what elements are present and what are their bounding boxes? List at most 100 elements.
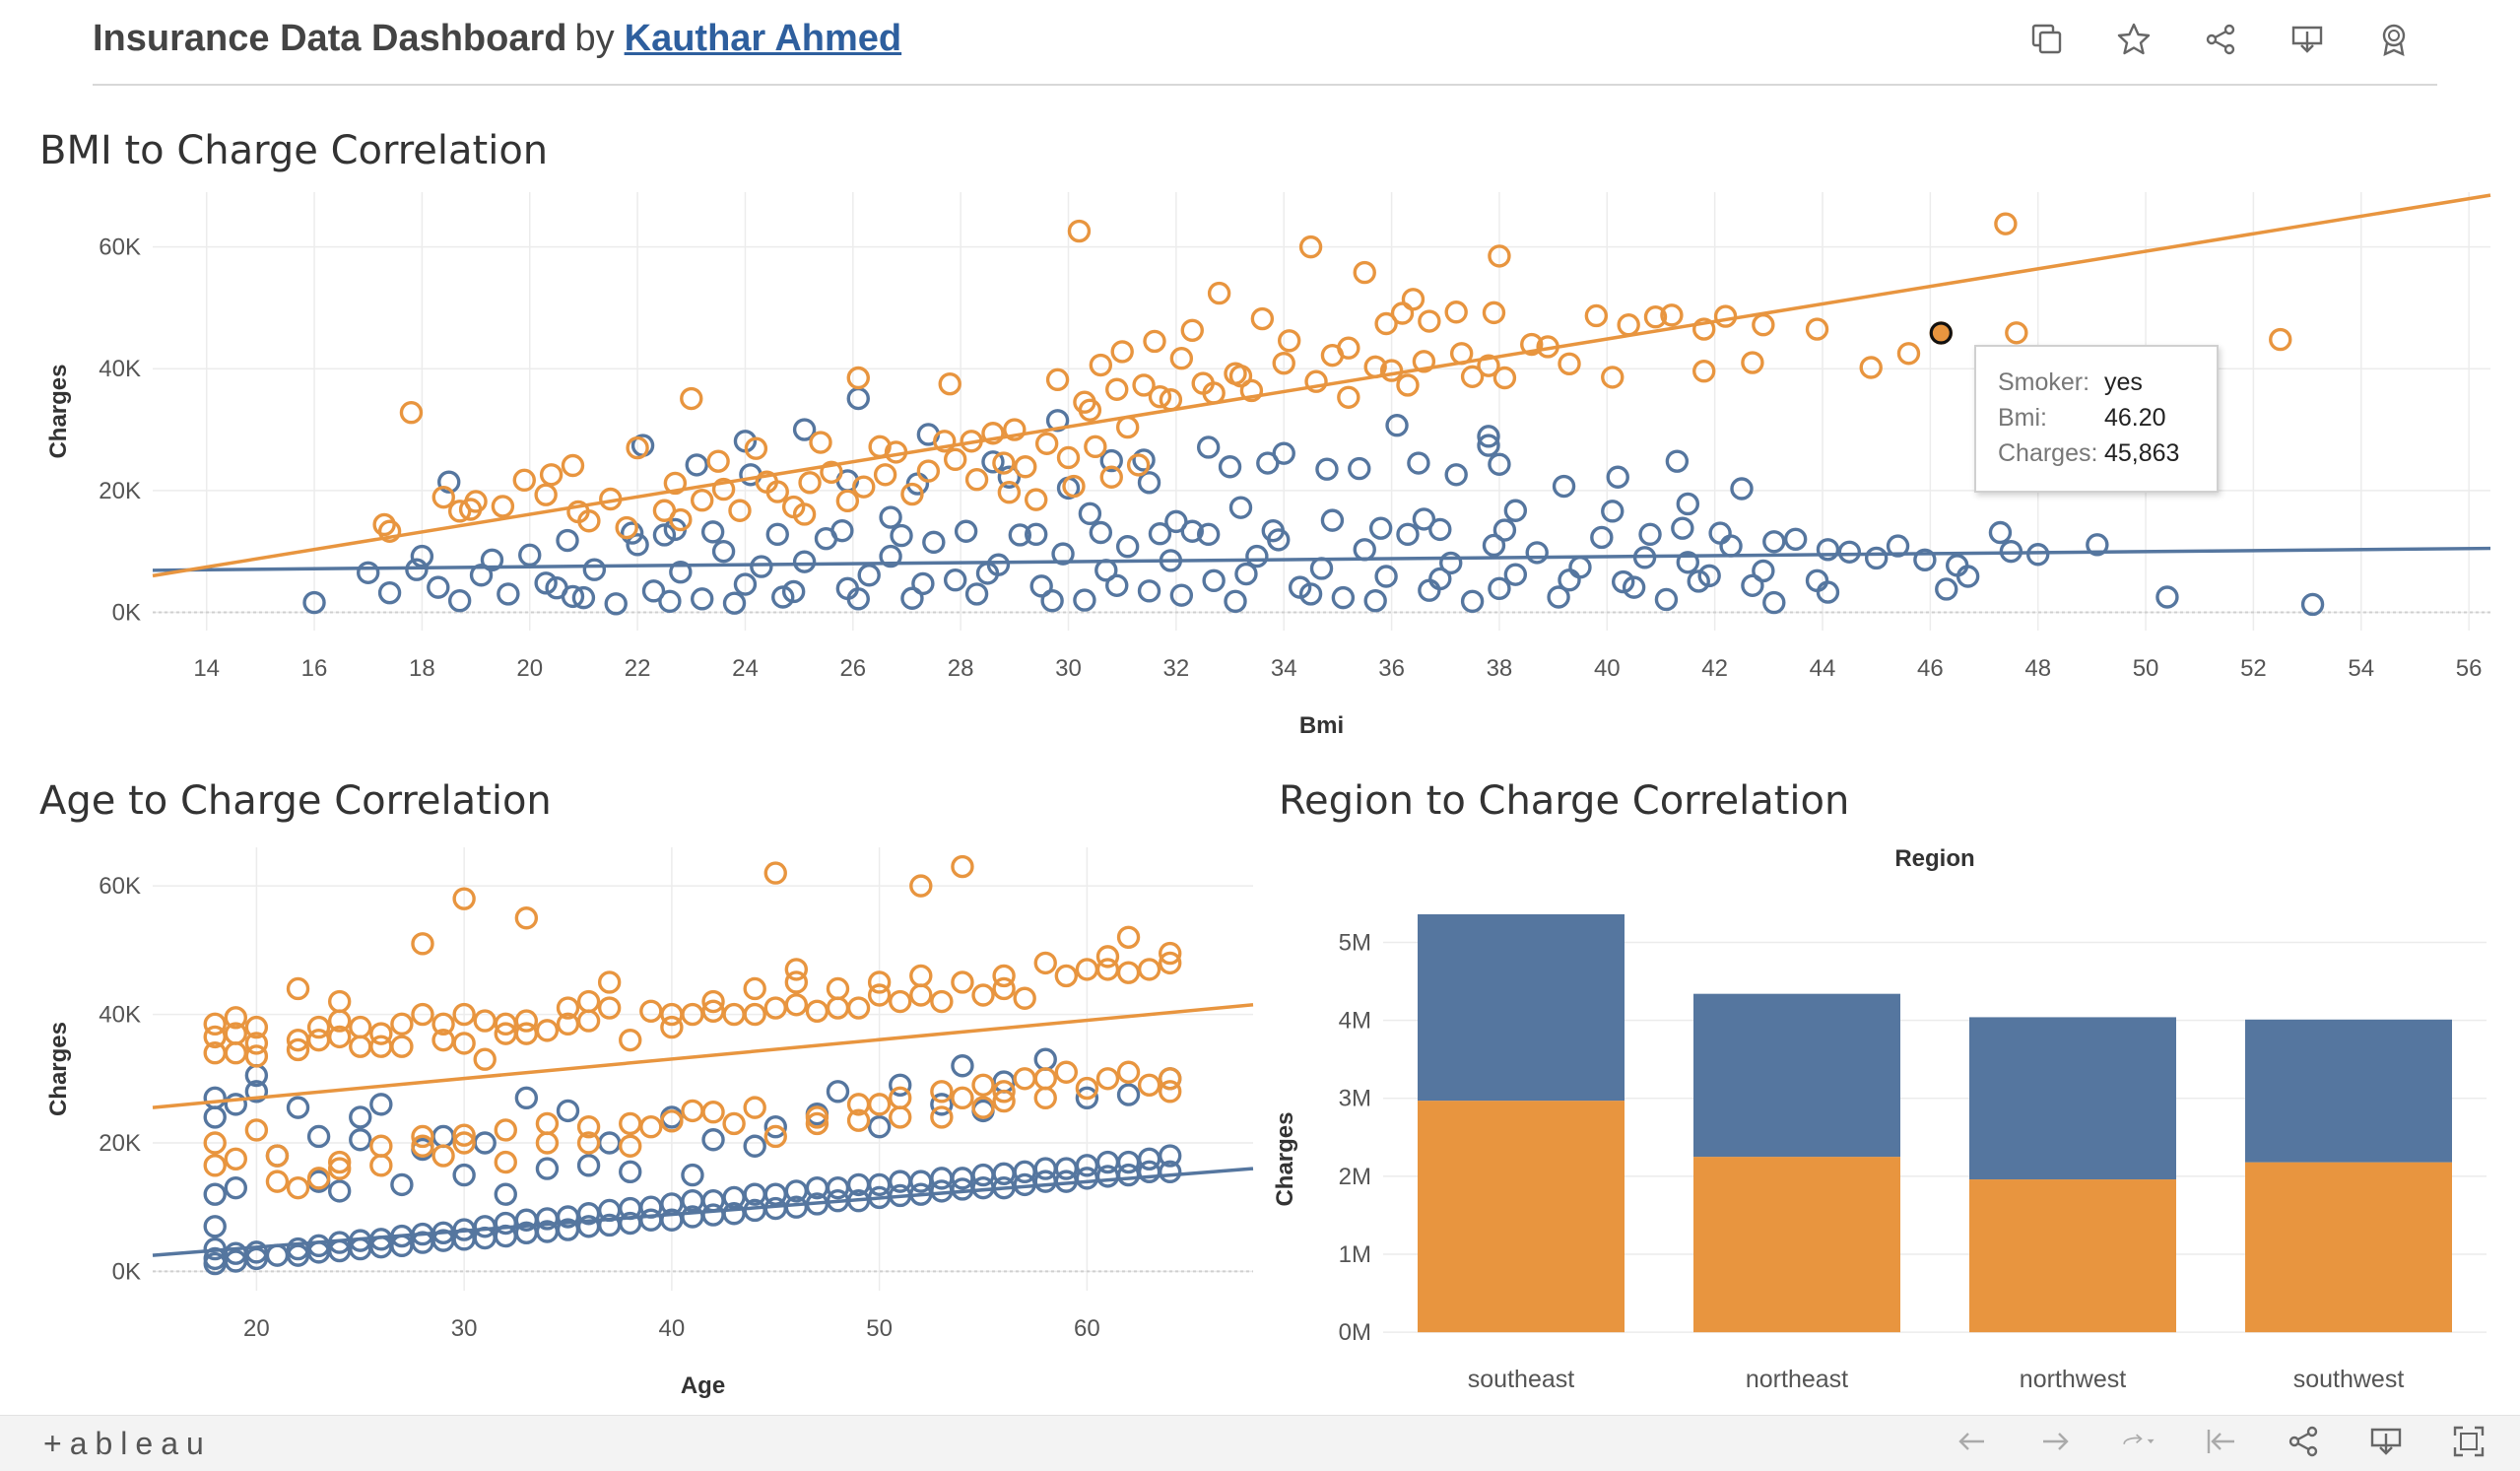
- duplicate-icon[interactable]: [2029, 22, 2065, 57]
- data-point: [1261, 518, 1285, 543]
- data-point: [1503, 563, 1528, 586]
- category-label: northeast: [1746, 1366, 1848, 1393]
- download-icon[interactable]: [2289, 22, 2325, 57]
- tooltip-value: 46.20: [2104, 404, 2166, 432]
- data-point: [306, 1015, 331, 1039]
- redo-icon[interactable]: [2037, 1424, 2073, 1459]
- data-point: [390, 1035, 414, 1058]
- data-point: [1547, 585, 1570, 609]
- data-point: [1148, 384, 1172, 409]
- revert-icon[interactable]: [2120, 1424, 2155, 1459]
- data-point: [1143, 329, 1166, 354]
- data-point: [1741, 573, 1764, 597]
- data-point: [1816, 580, 1840, 604]
- download-icon[interactable]: [2368, 1424, 2404, 1459]
- data-point: [1482, 533, 1506, 558]
- share-icon[interactable]: [2286, 1424, 2321, 1459]
- data-point: [2086, 533, 2109, 557]
- y-tick-label: 60K: [99, 234, 141, 261]
- data-point: [1654, 587, 1679, 612]
- data-point: [1013, 986, 1036, 1010]
- data-point: [512, 468, 536, 493]
- data-point: [1444, 463, 1468, 487]
- data-point: [722, 591, 747, 615]
- data-point: [411, 1002, 434, 1027]
- data-point: [1029, 574, 1053, 598]
- data-point: [1033, 1067, 1057, 1091]
- data-point: [497, 582, 520, 606]
- data-point: [327, 989, 352, 1014]
- data-point: [1250, 306, 1275, 331]
- data-point: [1228, 496, 1253, 519]
- data-point: [1164, 509, 1188, 534]
- data-point: [889, 1073, 912, 1098]
- region-chart-title: Region to Charge Correlation: [1279, 778, 1850, 824]
- x-tick-label: 20: [243, 1315, 270, 1342]
- data-point: [701, 1128, 725, 1152]
- x-tick-label: 38: [1487, 655, 1513, 682]
- data-point: [1601, 366, 1625, 389]
- data-point: [582, 558, 607, 581]
- badge-icon[interactable]: [2376, 22, 2412, 57]
- author-link[interactable]: Kauthar Ahmed: [624, 18, 902, 59]
- undo-icon[interactable]: [1955, 1424, 1990, 1459]
- share-icon[interactable]: [2203, 22, 2238, 57]
- data-point: [992, 976, 1016, 1001]
- data-point: [1401, 288, 1426, 311]
- data-point: [619, 1111, 642, 1136]
- data-point: [1337, 385, 1360, 409]
- y-tick-label: 3M: [1339, 1086, 1371, 1112]
- data-point: [447, 500, 472, 523]
- data-point: [867, 983, 892, 1007]
- data-point: [597, 970, 622, 994]
- data-point: [1606, 465, 1629, 489]
- data-point: [1095, 1067, 1120, 1091]
- data-point: [792, 502, 817, 526]
- data-point: [1169, 583, 1194, 607]
- data-point: [576, 1154, 601, 1177]
- data-point: [306, 1167, 331, 1190]
- data-point: [1045, 409, 1070, 433]
- data-point: [981, 450, 1005, 474]
- data-point: [1110, 340, 1134, 364]
- x-tick-label: 60: [1074, 1315, 1100, 1342]
- data-point: [954, 519, 978, 543]
- data-point: [244, 1118, 269, 1142]
- data-point: [286, 1175, 310, 1200]
- fullscreen-icon[interactable]: [2451, 1424, 2487, 1459]
- data-point: [619, 1134, 642, 1158]
- data-point: [1676, 492, 1700, 516]
- data-point: [663, 471, 688, 496]
- tableau-logo[interactable]: +ableau: [43, 1426, 212, 1461]
- data-point: [458, 498, 483, 521]
- y-axis-label: Charges: [45, 1022, 72, 1116]
- data-point: [1913, 548, 1937, 572]
- reset-icon[interactable]: [2203, 1424, 2238, 1459]
- data-point: [943, 447, 967, 472]
- data-point: [224, 1022, 248, 1045]
- data-point: [763, 1114, 787, 1139]
- data-point: [997, 465, 1022, 489]
- x-tick-label: 18: [409, 655, 435, 682]
- data-point: [372, 512, 396, 537]
- data-point: [867, 1093, 892, 1116]
- data-point: [1137, 1073, 1161, 1098]
- data-point: [1105, 377, 1129, 401]
- data-point: [203, 1182, 227, 1206]
- column-header: Region: [1894, 845, 1974, 872]
- age-charge-scatter[interactable]: 20 30 40 50 60 0K 20K 40K 60K Age Charges: [0, 0, 1271, 1399]
- data-point: [1158, 941, 1182, 966]
- trend-line-no: [152, 1167, 1254, 1257]
- favorite-star-icon[interactable]: [2116, 22, 2152, 57]
- data-point: [2026, 543, 2050, 567]
- data-point: [1089, 353, 1113, 377]
- y-axis-label: Charges: [1272, 1111, 1298, 1206]
- data-point: [576, 1114, 601, 1139]
- region-charge-bar[interactable]: 0M 1M 2M 3M 4M 5M Region Charges southeast northe…: [0, 0, 2520, 1399]
- data-point: [1218, 455, 1242, 479]
- x-axis-label: Age: [681, 1372, 725, 1399]
- data-point: [1697, 564, 1721, 588]
- data-point: [1692, 317, 1716, 341]
- data-point: [1075, 1076, 1099, 1101]
- y-tick-label: 20K: [99, 1130, 141, 1157]
